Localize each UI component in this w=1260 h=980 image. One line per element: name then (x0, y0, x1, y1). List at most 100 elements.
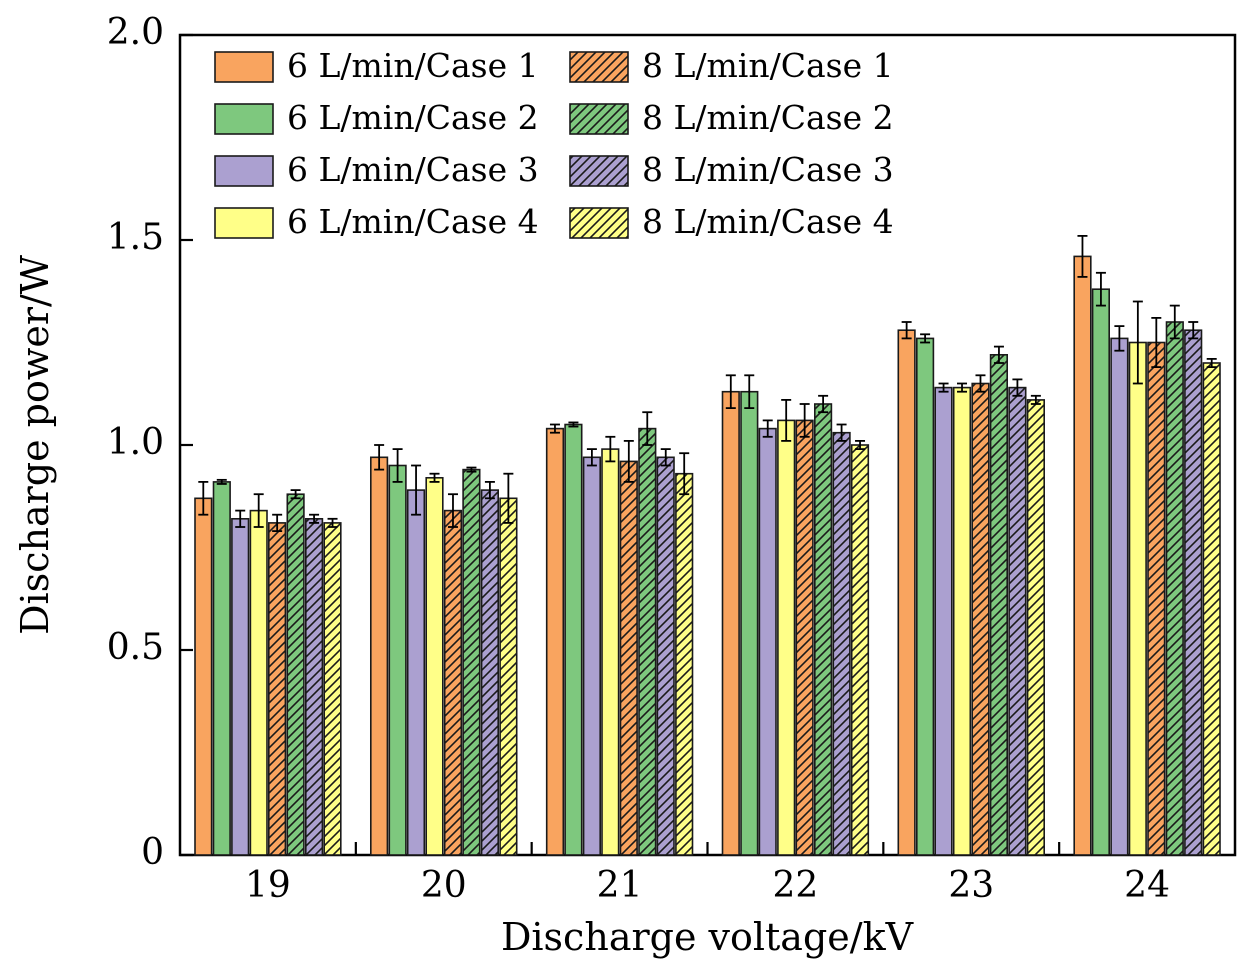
error-bar (568, 421, 579, 428)
bar-8-l-min-case-3-24kv (1184, 329, 1203, 856)
legend-label: 8 L/min/Case 3 (642, 150, 894, 189)
legend-item: 8 L/min/Case 3 (569, 150, 894, 189)
error-bar (216, 478, 227, 485)
error-bar (605, 435, 616, 463)
error-bar (1188, 321, 1199, 340)
legend-item: 6 L/min/Case 4 (214, 202, 539, 241)
bar-6-l-min-case-2-24kv (1091, 288, 1110, 856)
bar-6-l-min-case-3-20kv (406, 489, 426, 856)
bar-6-l-min-case-2-23kv (915, 337, 935, 856)
bar-8-l-min-case-1-22kv (795, 419, 814, 856)
bar-6-l-min-case-2-19kv (212, 481, 231, 856)
legend-swatch (214, 207, 274, 239)
legend-item: 8 L/min/Case 1 (569, 46, 894, 85)
error-bar (642, 411, 653, 446)
error-bar (1077, 234, 1088, 278)
bar-8-l-min-case-2-20kv (462, 468, 481, 856)
error-bar (327, 517, 338, 528)
error-bar (993, 345, 1004, 364)
error-bar (290, 489, 301, 500)
error-bar (429, 472, 440, 483)
error-bar (957, 382, 968, 393)
y-tick-label: 2.0 (107, 12, 164, 53)
legend-label: 6 L/min/Case 2 (287, 98, 539, 137)
error-bar (1012, 378, 1023, 397)
legend-label: 8 L/min/Case 2 (642, 98, 894, 137)
y-tick-label: 0 (141, 832, 164, 873)
x-tick-label: 23 (948, 865, 994, 906)
legend-label: 6 L/min/Case 4 (287, 202, 539, 241)
x-tick-label: 20 (421, 865, 467, 906)
bar-6-l-min-case-4-24kv (1128, 341, 1147, 856)
error-bar (447, 493, 458, 528)
bar-6-l-min-case-3-21kv (582, 456, 601, 856)
x-tick-label: 24 (1124, 865, 1170, 906)
bar-6-l-min-case-1-19kv (194, 497, 213, 856)
error-bar (1151, 316, 1162, 369)
bar-6-l-min-case-4-20kv (425, 476, 444, 856)
legend-label: 6 L/min/Case 1 (287, 46, 539, 85)
x-tick-label: 19 (245, 865, 291, 906)
legend-item: 6 L/min/Case 1 (214, 46, 539, 85)
bar-8-l-min-case-4-24kv (1202, 362, 1221, 856)
legend-swatch (214, 155, 274, 187)
error-bar (484, 480, 495, 500)
legend-label: 8 L/min/Case 4 (642, 202, 894, 241)
y-tick-label: 1.5 (107, 217, 164, 258)
error-bar (781, 398, 792, 442)
bar-8-l-min-case-2-24kv (1165, 321, 1184, 856)
bar-8-l-min-case-3-22kv (832, 431, 851, 856)
legend-swatch (214, 103, 274, 135)
error-bar (272, 513, 283, 532)
error-bar (744, 374, 755, 410)
error-bar (799, 403, 810, 438)
bar-8-l-min-case-2-21kv (638, 427, 657, 856)
legend-swatch (569, 155, 629, 187)
legend-swatch (569, 51, 629, 83)
bar-8-l-min-case-3-20kv (480, 489, 500, 856)
bar-8-l-min-case-1-21kv (619, 460, 638, 856)
error-bar (660, 448, 671, 467)
legend-label: 8 L/min/Case 1 (642, 46, 894, 85)
bar-8-l-min-case-3-19kv (304, 517, 324, 856)
legend-swatch (569, 207, 629, 239)
error-bars-layer (198, 234, 1217, 532)
error-bar (253, 493, 264, 528)
error-bar (836, 423, 847, 442)
legend-item: 6 L/min/Case 3 (214, 150, 539, 189)
bar-8-l-min-case-1-23kv (971, 382, 990, 856)
error-bar (309, 513, 320, 524)
error-bar (549, 423, 560, 434)
bar-6-l-min-case-2-21kv (564, 423, 583, 856)
error-bar (901, 321, 912, 340)
legend: 6 L/min/Case 1 6 L/min/Case 2 6 L/min/Case… (214, 46, 894, 241)
error-bar (1030, 394, 1041, 405)
bar-8-l-min-case-2-23kv (989, 353, 1008, 856)
error-bar (975, 374, 986, 393)
bar-8-l-min-case-4-20kv (499, 497, 518, 856)
error-bar (725, 374, 736, 410)
error-bar (1132, 300, 1143, 385)
legend-label: 6 L/min/Case 3 (287, 150, 539, 189)
bar-6-l-min-case-1-24kv (1073, 255, 1092, 856)
bar-8-l-min-case-4-22kv (850, 444, 870, 856)
error-bar (198, 480, 209, 516)
bar-8-l-min-case-2-22kv (813, 403, 833, 856)
bars-layer (194, 255, 1221, 856)
x-tick-label: 22 (773, 865, 819, 906)
bar-6-l-min-case-3-23kv (934, 386, 953, 856)
bar-6-l-min-case-4-19kv (249, 509, 268, 856)
legend-item: 6 L/min/Case 2 (214, 98, 539, 137)
error-bar (679, 452, 690, 496)
error-bar (1095, 271, 1106, 307)
error-bar (1206, 357, 1217, 369)
y-tick-label: 1.0 (107, 422, 164, 463)
error-bar (855, 439, 866, 451)
error-bar (586, 448, 597, 467)
x-tick-label: 21 (597, 865, 643, 906)
error-bar (762, 419, 773, 438)
y-tick-label: 0.5 (107, 627, 164, 668)
bar-8-l-min-case-2-19kv (286, 493, 305, 856)
error-bar (503, 472, 514, 524)
error-bar (235, 509, 246, 528)
